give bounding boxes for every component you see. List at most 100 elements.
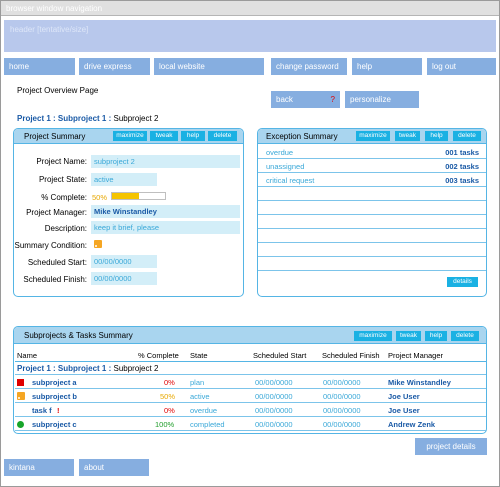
exception-name[interactable]: critical request [266,176,315,185]
scheduled-start-field[interactable]: 00/00/0000 [91,255,157,268]
tasks-summary-title: Subprojects & Tasks Summary [24,331,133,340]
percent-complete-bar-fill [112,193,139,199]
column-header-name[interactable]: Name [17,351,38,360]
row-finish: 00/00/0000 [323,420,361,429]
project-state-field[interactable]: active [91,173,157,186]
exception-row-empty [258,257,486,271]
project-state-label: Project State: [38,175,87,184]
footer-kintana-link[interactable]: kintana [4,459,74,476]
row-state: overdue [190,406,218,415]
tweak-button[interactable]: tweak [150,131,178,141]
row-complete: 50% [160,392,176,401]
exception-row-unassigned[interactable]: unassigned 002 tasks [258,159,486,173]
row-manager[interactable]: Joe User [388,406,420,415]
row-finish: 00/00/0000 [323,406,361,415]
nav-logout-button[interactable]: log out [427,58,496,75]
nav-help-button[interactable]: help [352,58,422,75]
percent-complete-bar [111,192,166,200]
row-complete: 0% [164,406,175,415]
row-name-link[interactable]: task f [32,406,52,415]
scheduled-finish-field[interactable]: 00/00/0000 [91,272,157,285]
row-name-link[interactable]: subproject b [32,392,78,401]
tasks-summary-header: Subprojects & Tasks Summary maximize twe… [14,327,486,344]
delete-button[interactable]: delete [453,131,481,141]
tweak-button[interactable]: tweak [396,331,421,341]
exception-row-empty [258,215,486,229]
help-button[interactable]: help [181,131,205,141]
footer-about-link[interactable]: about [79,459,149,476]
row-complete: 100% [155,420,175,429]
row-manager[interactable]: Joe User [388,392,420,401]
column-header-manager[interactable]: Project Manager [388,351,444,360]
exception-name[interactable]: overdue [266,148,294,157]
personalize-button[interactable]: personalize [345,91,419,108]
back-label: back [276,95,293,104]
project-summary-title: Project Summary [24,132,86,141]
row-start: 00/00/0000 [255,406,293,415]
table-row[interactable]: task f ! 0% overdue 00/00/0000 00/00/000… [15,403,486,417]
description-field[interactable]: keep it brief, please [91,221,240,234]
table-breadcrumb-current: Subproject 2 [113,364,159,373]
red-square-icon [17,379,24,386]
row-name-link[interactable]: subproject c [32,420,77,429]
exception-count: 003 tasks [445,176,479,185]
breadcrumb: Project 1 : Subproject 1 : Subproject 2 [17,114,158,123]
project-manager-field[interactable]: Mike Winstandley [91,205,240,218]
exception-row-empty [258,229,486,243]
project-name-field[interactable]: subproject 2 [91,155,240,168]
table-header-divider [15,361,486,362]
breadcrumb-current: Subproject 2 [113,114,159,123]
nav-local-website-button[interactable]: local website [154,58,264,75]
maximize-button[interactable]: maximize [354,331,392,341]
exception-row-empty [258,243,486,257]
project-summary-header: Project Summary maximize tweak help dele… [14,129,243,144]
exception-row-overdue[interactable]: overdue 001 tasks [258,145,486,159]
row-complete: 0% [164,378,175,387]
exception-row-empty [258,201,486,215]
summary-condition-label: Summary Condition: [14,241,87,250]
column-header-complete[interactable]: % Complete [138,351,179,360]
project-details-button[interactable]: project details [415,438,487,455]
table-breadcrumb-path-link[interactable]: Project 1 : Subproject 1 : [17,364,112,373]
description-label: Description: [44,224,87,233]
delete-button[interactable]: delete [208,131,237,141]
maximize-button[interactable]: maximize [356,131,390,141]
project-name-label: Project Name: [36,157,87,166]
table-row[interactable]: subproject a 0% plan 00/00/0000 00/00/00… [15,375,486,389]
back-marker: ? [330,95,335,104]
nav-change-password-button[interactable]: change password [271,58,347,75]
help-button[interactable]: help [425,331,447,341]
exception-row-critical-request[interactable]: critical request 003 tasks [258,173,486,187]
row-name-link[interactable]: subproject a [32,378,77,387]
details-button[interactable]: details [447,277,478,287]
delete-button[interactable]: delete [451,331,479,341]
row-start: 00/00/0000 [255,378,293,387]
green-dot-icon [17,421,24,428]
page-title: Project Overview Page [17,86,99,95]
row-alert-marker: ! [57,406,60,415]
exception-summary-panel: Exception Summary maximize tweak help de… [257,128,487,297]
table-row[interactable]: subproject b 50% active 00/00/0000 00/00… [15,389,486,403]
percent-complete-value: 50% [92,193,108,202]
row-finish: 00/00/0000 [323,392,361,401]
project-manager-label: Project Manager: [26,208,87,217]
help-button[interactable]: help [425,131,448,141]
browser-navigation-bar: browser window navigation [1,1,499,16]
maximize-button[interactable]: maximize [113,131,147,141]
exception-name[interactable]: unassigned [266,162,305,171]
back-button[interactable]: back ? [271,91,340,108]
tweak-button[interactable]: tweak [395,131,420,141]
row-manager[interactable]: Mike Winstandley [388,378,451,387]
nav-home-button[interactable]: home [4,58,75,75]
nav-drive-express-button[interactable]: drive express [79,58,150,75]
table-divider [15,374,486,375]
table-row[interactable]: subproject c 100% completed 00/00/0000 0… [15,417,486,431]
exception-count: 002 tasks [445,162,479,171]
row-manager[interactable]: Andrew Zenk [388,420,436,429]
column-header-state[interactable]: State [190,351,208,360]
rss-icon [94,240,102,248]
exception-summary-title: Exception Summary [266,132,338,141]
column-header-start[interactable]: Scheduled Start [253,351,307,360]
breadcrumb-path-link[interactable]: Project 1 : Subproject 1 : [17,114,112,123]
column-header-finish[interactable]: Scheduled Finish [322,351,380,360]
